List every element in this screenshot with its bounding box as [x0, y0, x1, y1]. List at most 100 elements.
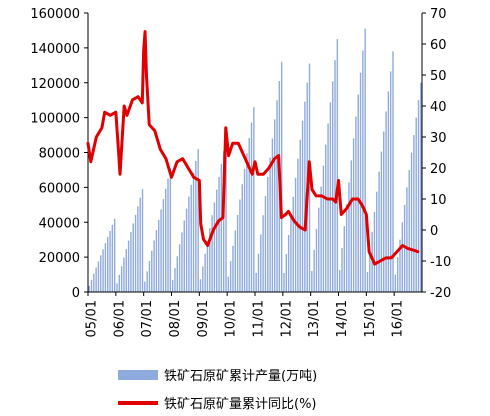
- left-tick-label: 140000: [30, 42, 80, 57]
- bar-5-1: [199, 279, 202, 292]
- bar-11-1: [366, 271, 369, 292]
- bar-2-6: [127, 240, 130, 292]
- x-tick-label: 09/01: [196, 300, 211, 337]
- bar-3-11: [167, 178, 169, 292]
- bar-9-3: [315, 228, 318, 292]
- bar-4-1: [171, 280, 174, 292]
- right-tick-label: 50: [430, 69, 447, 84]
- bar-2-11: [139, 197, 141, 292]
- bar-12-4: [401, 222, 403, 292]
- bar-7-6: [267, 176, 269, 292]
- bar-1-8: [104, 243, 107, 292]
- bar-7-7: [269, 157, 271, 292]
- bar-8-6: [294, 177, 297, 292]
- bar-6-2: [229, 261, 232, 292]
- bar-6-7: [241, 184, 243, 292]
- bar-10-2: [341, 248, 343, 292]
- x-tick-label: 11/01: [252, 300, 267, 337]
- left-tick-label: 80000: [39, 147, 80, 162]
- bar-9-12: [336, 39, 339, 292]
- bar-10-11: [362, 50, 364, 292]
- bar-9-11: [334, 60, 336, 293]
- right-tick-label: 60: [430, 38, 447, 53]
- legend: 铁矿石原矿累计产量(万吨) 铁矿石原矿量累计同比(%): [118, 369, 317, 412]
- bar-4-8: [188, 196, 190, 292]
- bar-11-4: [373, 211, 376, 292]
- bar-11-6: [378, 171, 380, 292]
- bar-12-3: [399, 239, 401, 292]
- bar-2-10: [137, 206, 139, 292]
- bar-8-5: [292, 196, 294, 292]
- bar-1-12: [113, 218, 116, 292]
- left-tick-label: 20000: [39, 251, 80, 266]
- x-tick-label: 14/01: [335, 300, 350, 337]
- bar-6-3: [232, 245, 234, 292]
- bar-8-8: [299, 139, 301, 292]
- bar-5-4: [206, 240, 209, 292]
- bar-1-6: [100, 255, 102, 292]
- bar-10-4: [345, 204, 348, 292]
- bar-1-7: [102, 249, 104, 292]
- bar-7-12: [280, 61, 283, 292]
- x-tick-label: 08/01: [168, 300, 183, 337]
- bar-4-11: [195, 160, 197, 292]
- bar-9-4: [318, 207, 320, 292]
- bar-5-8: [216, 189, 218, 292]
- bar-6-8: [243, 168, 246, 292]
- left-tick-label: 120000: [30, 77, 80, 92]
- bar-10-9: [357, 94, 359, 293]
- bar-5-10: [220, 164, 223, 293]
- right-tick-label: 20: [430, 162, 447, 177]
- bar-10-3: [343, 226, 345, 292]
- bar-4-6: [183, 220, 185, 292]
- right-tick-label: 70: [430, 7, 447, 22]
- bar-9-9: [329, 102, 332, 293]
- bar-5-5: [209, 228, 211, 292]
- legend-bar-swatch: [118, 370, 158, 380]
- bar-1-3: [93, 273, 95, 292]
- left-tick-label: 0: [72, 286, 80, 301]
- bar-12-8: [410, 152, 413, 292]
- bar-3-9: [162, 199, 165, 292]
- bar-12-6: [406, 187, 408, 293]
- bar-11-9: [385, 111, 387, 293]
- bar-8-1: [283, 272, 285, 292]
- bar-2-9: [134, 214, 137, 292]
- bar-2-5: [125, 249, 127, 292]
- bar-3-4: [151, 250, 153, 292]
- left-tick-label: 40000: [39, 216, 80, 231]
- bar-9-1: [311, 270, 313, 292]
- right-tick-label: -10: [430, 255, 451, 270]
- bar-11-10: [387, 91, 390, 292]
- bar-7-10: [276, 100, 278, 292]
- bar-9-6: [322, 165, 325, 292]
- bar-3-7: [158, 219, 160, 292]
- bar-3-10: [165, 188, 167, 292]
- bar-9-10: [332, 81, 334, 292]
- left-tick-label: 60000: [39, 181, 80, 196]
- bar-6-9: [246, 153, 248, 292]
- bar-12-1: [394, 274, 397, 292]
- bar-2-2: [118, 274, 121, 292]
- ticks-layer: 0 20000 40000 60000 80000 100000 120000 140000 1…: [30, 7, 451, 337]
- bar-1-9: [107, 237, 109, 292]
- bar-6-10: [248, 137, 250, 292]
- yoy-growth-line: [86, 30, 420, 266]
- right-tick-label: 0: [430, 224, 438, 239]
- bar-11-7: [380, 151, 383, 292]
- bar-5-6: [211, 215, 213, 292]
- bar-7-9: [274, 119, 276, 293]
- bar-10-5: [348, 182, 350, 292]
- bar-8-9: [301, 120, 304, 293]
- bar-3-12: [169, 168, 172, 292]
- legend-line-label: 铁矿石原矿量累计同比(%): [164, 397, 317, 412]
- bar-8-10: [304, 101, 306, 292]
- bar-4-2: [174, 268, 176, 292]
- bar-10-8: [355, 116, 357, 293]
- right-tick-label: 40: [430, 100, 447, 115]
- right-tick-label: -20: [430, 286, 451, 301]
- bar-4-9: [190, 184, 192, 292]
- bar-7-8: [271, 138, 274, 292]
